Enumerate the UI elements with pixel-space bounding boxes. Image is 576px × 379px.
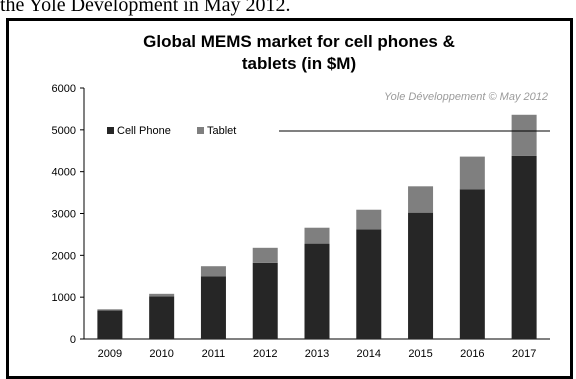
bar-cell-phone-2014 [356,229,381,339]
bar-tablet-2017 [512,115,537,156]
bar-tablet-2013 [305,228,330,244]
bar-tablet-2014 [356,210,381,230]
y-tick-label: 3000 [52,209,76,221]
x-tick-label: 2010 [149,348,173,360]
bar-tablet-2009 [97,309,122,310]
chart-legend: Cell Phone Tablet [107,125,550,137]
x-tick-label: 2012 [253,348,277,360]
y-tick-label: 4000 [52,167,76,179]
bar-tablet-2016 [460,157,485,190]
x-tick-label: 2016 [460,348,484,360]
watermark-text: Yole Développement © May 2012 [384,91,548,103]
caption-text: the Yole Development in May 2012. [0,0,291,17]
x-tick-label: 2011 [202,348,226,360]
x-tick-label: 2009 [98,348,122,360]
chart-frame: Global MEMS market for cell phones & tab… [6,18,573,379]
x-tick-label: 2017 [512,348,536,360]
y-tick-label: 6000 [52,83,76,95]
legend-label: Cell Phone [117,125,171,137]
y-tick-label: 5000 [52,125,76,137]
x-tick-label: 2015 [408,348,432,360]
y-tick-label: 0 [70,334,76,346]
chart-plot-area: 0 1000 2000 3000 4000 5000 6000 2009 2010 2011 201… [9,21,570,376]
bar-cell-phone-2016 [460,189,485,339]
bar-cell-phone-2015 [408,213,433,339]
bar-cell-phone-2017 [512,156,537,339]
legend-swatch [107,127,114,134]
x-tick-label: 2013 [305,348,329,360]
bar-tablet-2015 [408,186,433,212]
bar-tablet-2010 [149,294,174,297]
legend-label: Tablet [207,125,236,137]
y-tick-label: 1000 [52,292,76,304]
bar-cell-phone-2009 [97,311,122,339]
legend-swatch [197,127,204,134]
x-tick-label: 2014 [357,348,381,360]
bar-tablet-2011 [201,266,226,276]
y-tick-label: 2000 [52,250,76,262]
bar-cell-phone-2012 [253,263,278,339]
bar-cell-phone-2010 [149,296,174,339]
bar-cell-phone-2011 [201,276,226,339]
bar-tablet-2012 [253,248,278,263]
bar-cell-phone-2013 [305,244,330,339]
chart-bars [97,115,536,339]
